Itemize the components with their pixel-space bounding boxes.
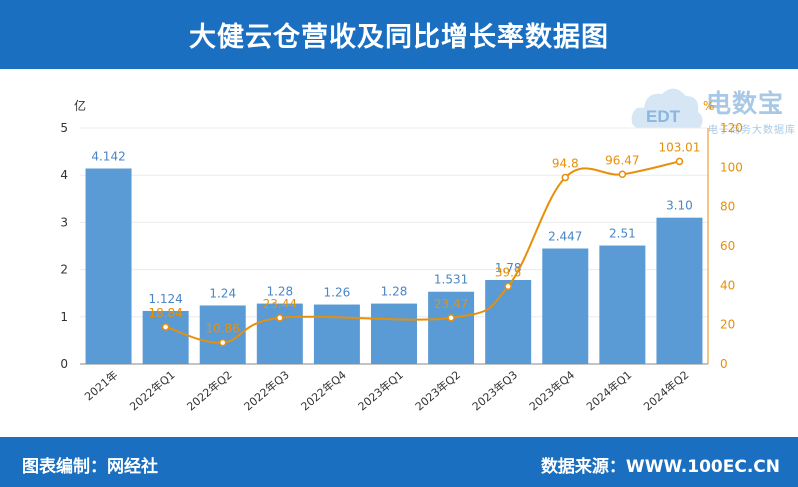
growth-value-label: 10.86 bbox=[206, 322, 240, 336]
y-right-tick-label: 120 bbox=[720, 121, 743, 135]
growth-value-label: 96.47 bbox=[605, 153, 639, 167]
y-right-unit: % bbox=[703, 99, 714, 113]
growth-line bbox=[165, 160, 680, 344]
bar-value-label: 1.28 bbox=[266, 285, 293, 299]
x-tick-label: 2021年 bbox=[82, 368, 121, 404]
x-tick-label: 2022年Q3 bbox=[241, 368, 292, 414]
bar bbox=[313, 304, 360, 364]
y-right-tick-label: 20 bbox=[720, 318, 735, 332]
x-tick-label: 2024年Q1 bbox=[583, 368, 634, 414]
growth-value-label: 23.47 bbox=[434, 297, 468, 311]
logo-text: 电数宝 bbox=[706, 89, 785, 118]
y-left-tick-label: 0 bbox=[60, 357, 68, 371]
bar-value-label: 1.78 bbox=[495, 261, 522, 275]
y-right-tick-label: 80 bbox=[720, 200, 735, 214]
growth-value-label: 23.44 bbox=[263, 297, 297, 311]
bar-value-label: 2.447 bbox=[548, 230, 582, 244]
footer-editor: 图表编制：网经社 bbox=[22, 457, 158, 477]
x-tick-label: 2023年Q2 bbox=[412, 368, 463, 414]
y-right-tick-label: 60 bbox=[720, 239, 735, 253]
y-right-tick-label: 100 bbox=[720, 160, 743, 174]
header-bar: 大健云仓营收及同比增长率数据图 bbox=[0, 0, 798, 69]
y-left-tick-label: 5 bbox=[60, 121, 68, 135]
growth-point bbox=[218, 338, 227, 347]
bar bbox=[85, 168, 132, 364]
bar bbox=[485, 279, 532, 364]
bar-value-label: 1.26 bbox=[324, 286, 351, 300]
footer-source: 数据来源：WWW.100EC.CN bbox=[540, 457, 780, 477]
bar bbox=[599, 245, 646, 364]
footer-bar: 图表编制：网经社 数据来源：WWW.100EC.CN bbox=[0, 437, 798, 487]
x-tick-label: 2023年Q4 bbox=[526, 368, 577, 414]
bar bbox=[371, 303, 417, 364]
y-right-tick-label: 40 bbox=[720, 278, 735, 292]
logo-subtext: 电子商务大数据库 bbox=[708, 125, 796, 136]
logo-badge: EDT bbox=[646, 107, 681, 126]
y-right-tick-label: 0 bbox=[720, 357, 728, 371]
y-left-tick-label: 1 bbox=[60, 310, 68, 324]
bar-value-label: 2.51 bbox=[609, 227, 636, 241]
bar bbox=[256, 303, 303, 364]
bar bbox=[142, 310, 189, 364]
x-tick-label: 2022年Q2 bbox=[184, 368, 235, 414]
bar-value-label: 1.531 bbox=[434, 273, 468, 287]
growth-point bbox=[276, 314, 284, 322]
x-tick-label: 2024年Q2 bbox=[641, 368, 692, 414]
x-tick-label: 2022年Q1 bbox=[127, 368, 178, 414]
bar-value-label: 1.28 bbox=[381, 285, 408, 299]
watermark-logo: EDT 电数宝 电子商务大数据库 bbox=[628, 78, 798, 138]
growth-point bbox=[504, 282, 512, 291]
bar-value-label: 4.142 bbox=[91, 149, 125, 163]
growth-point bbox=[618, 170, 627, 179]
growth-point bbox=[675, 157, 684, 166]
growth-value-label: 39.5 bbox=[495, 265, 522, 279]
cloud-icon: EDT bbox=[631, 88, 703, 128]
bar bbox=[656, 217, 703, 364]
growth-point bbox=[561, 173, 570, 182]
growth-value-label: 94.8 bbox=[552, 157, 579, 171]
bar-value-label: 1.24 bbox=[209, 286, 236, 300]
y-left-tick-label: 3 bbox=[60, 215, 68, 229]
x-tick-label: 2022年Q4 bbox=[298, 368, 349, 414]
bar bbox=[542, 248, 589, 364]
growth-value-label: 103.01 bbox=[658, 140, 700, 154]
y-left-tick-label: 4 bbox=[60, 168, 68, 182]
x-tick-label: 2023年Q1 bbox=[355, 368, 406, 414]
y-left-unit: 亿 bbox=[74, 98, 86, 113]
growth-value-label: 18.84 bbox=[148, 306, 182, 320]
bar-value-label: 3.10 bbox=[666, 199, 693, 213]
x-tick-label: 2023年Q3 bbox=[469, 368, 520, 414]
bar-value-label: 1.124 bbox=[148, 292, 182, 306]
growth-point bbox=[447, 314, 455, 322]
growth-point bbox=[161, 323, 170, 331]
chart-title: 大健云仓营收及同比增长率数据图 bbox=[189, 22, 609, 53]
y-left-tick-label: 2 bbox=[60, 263, 68, 277]
chart-area: 0 1 2 3 4 5亿 0 20 40 60 80 100 120% 4.142 1.124 1.24 1.2… bbox=[60, 98, 743, 414]
bar bbox=[428, 291, 475, 364]
